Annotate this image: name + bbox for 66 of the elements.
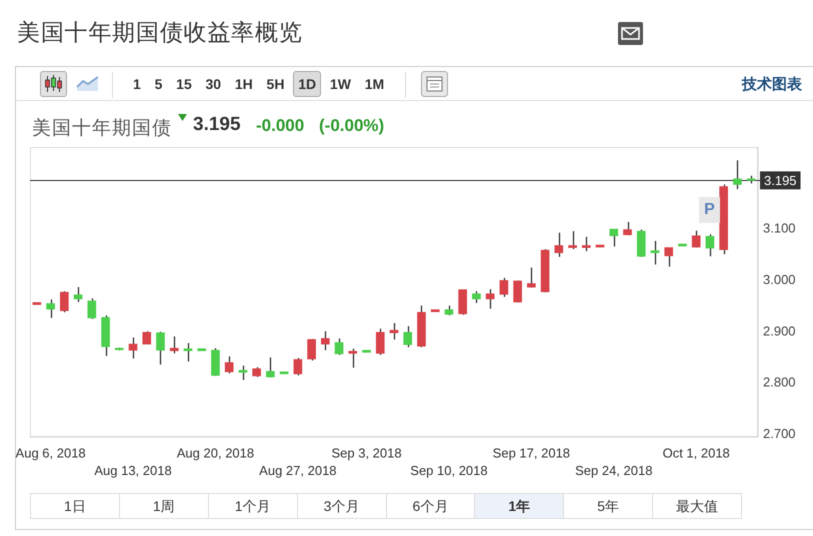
candlestick xyxy=(390,322,398,340)
y-tick-label: 3.100 xyxy=(763,220,796,236)
x-tick-label: Aug 20, 2018 xyxy=(176,445,254,460)
candlestick xyxy=(170,336,179,354)
text: 1日 xyxy=(63,497,87,516)
text: 技术图表 xyxy=(742,75,802,94)
candlestick xyxy=(609,228,618,248)
candlestick xyxy=(623,221,632,236)
chart-title: 美国十年期国债收益率概览 xyxy=(17,18,303,47)
candlestick xyxy=(444,304,454,316)
text: 6个月 xyxy=(386,494,474,518)
x-tick-label: Aug 27, 2018 xyxy=(259,462,337,478)
x-tick-label: Aug 13, 2018 xyxy=(94,462,172,478)
candlestick xyxy=(320,330,330,351)
y-tick-label: 2.900 xyxy=(763,323,796,338)
ref-line-label: 3.195 xyxy=(764,172,797,188)
candlestick xyxy=(266,356,275,378)
chart-subtitle: 美国十年期国债 xyxy=(32,116,172,141)
candlestick xyxy=(142,330,152,345)
x-tick-label: Aug 6, 2018 xyxy=(16,445,86,460)
y-tick-label: 2.700 xyxy=(763,426,796,442)
annotation: P xyxy=(699,197,720,223)
candlestick xyxy=(224,356,234,374)
text: 3.195 xyxy=(193,114,241,136)
candlestick xyxy=(500,277,508,298)
text: -0.000 xyxy=(256,116,304,136)
candlestick xyxy=(486,288,494,310)
candlestick xyxy=(706,234,714,257)
x-tick-label: Sep 24, 2018 xyxy=(575,462,652,478)
y-tick-label: 2.800 xyxy=(763,374,796,390)
candlestick xyxy=(403,325,412,348)
text: 1年 xyxy=(474,494,564,518)
text: 最大值 xyxy=(652,494,741,518)
candlestick xyxy=(582,236,591,252)
candlestick xyxy=(348,348,358,368)
candlestick xyxy=(294,357,302,376)
text: 3个月 xyxy=(296,494,386,518)
x-tick-label: Sep 10, 2018 xyxy=(410,462,488,478)
candlestick xyxy=(334,338,344,356)
candlestick xyxy=(554,232,564,258)
candlestick xyxy=(568,230,577,250)
candlestick xyxy=(128,336,138,360)
candlestick xyxy=(238,365,248,381)
candlestick xyxy=(252,366,261,378)
candlestick xyxy=(692,230,701,248)
candlestick xyxy=(87,298,96,320)
x-tick-label: Sep 3, 2018 xyxy=(331,445,402,460)
text: 1个月 xyxy=(208,494,297,518)
candlestick xyxy=(650,240,660,266)
candlestick xyxy=(74,286,82,303)
candlestick xyxy=(46,298,55,319)
candlestick xyxy=(472,290,481,304)
candlestick xyxy=(664,246,674,268)
candlestick xyxy=(184,342,192,362)
candlestick xyxy=(60,290,69,313)
text: 5年 xyxy=(563,494,652,518)
x-tick-label: Oct 1, 2018 xyxy=(662,445,730,460)
candlestick xyxy=(527,266,536,288)
candlestick xyxy=(156,331,165,366)
y-tick-label: 3.000 xyxy=(763,272,796,288)
text: (-0.00%) xyxy=(319,116,384,136)
candlestick xyxy=(307,338,316,362)
x-tick-label: Sep 17, 2018 xyxy=(492,445,570,460)
text: 1周 xyxy=(118,494,208,518)
text: 1 5 15 30 1H 5H 1D 1W 1M xyxy=(133,76,384,93)
candlestick xyxy=(376,328,385,356)
